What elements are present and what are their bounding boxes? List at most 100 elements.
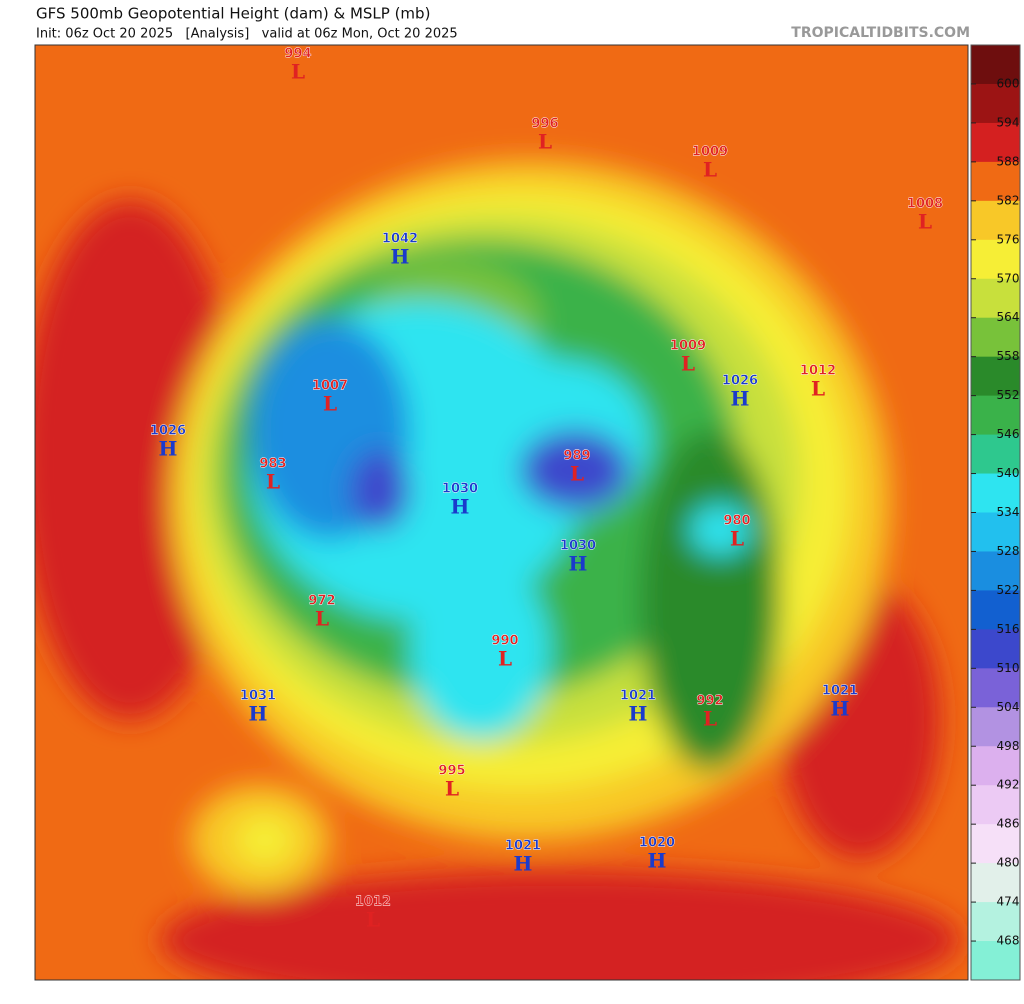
- site-credit: TROPICALTIDBITS.COM: [791, 25, 970, 41]
- center-symbol: H: [451, 495, 470, 519]
- colorbar-swatch: [971, 317, 1020, 358]
- center-symbol: L: [266, 470, 280, 494]
- center-symbol: L: [498, 647, 512, 671]
- colorbar-swatch: [971, 395, 1020, 436]
- center-value: 990: [491, 634, 518, 649]
- colorbar: 600 594 588 582 576 570 564 558 552 546 540 534 528 5…: [970, 44, 1021, 981]
- colorbar-label: 588: [997, 154, 1020, 168]
- center-symbol: L: [291, 60, 305, 84]
- colorbar-label: 492: [997, 778, 1020, 792]
- center-symbol: H: [629, 702, 648, 726]
- center-value: 1031: [240, 689, 276, 704]
- center-symbol: H: [569, 552, 588, 576]
- colorbar-label: 540: [997, 466, 1020, 480]
- center-value: 1030: [442, 482, 478, 497]
- center-symbol: L: [323, 392, 337, 416]
- center-value: 996: [531, 117, 558, 132]
- center-value: 1012: [355, 895, 391, 910]
- center-symbol: L: [811, 377, 825, 401]
- colorbar-swatch: [971, 668, 1020, 708]
- center-symbol: H: [249, 702, 268, 726]
- center-symbol: L: [918, 210, 932, 234]
- center-symbol: L: [703, 707, 717, 731]
- center-value: 1020: [639, 836, 675, 851]
- colorbar-swatch: [971, 278, 1020, 319]
- colorbar-label: 552: [997, 388, 1020, 402]
- center-value: 980: [723, 514, 750, 529]
- colorbar-swatch: [971, 902, 1020, 942]
- center-value: 972: [308, 594, 335, 609]
- colorbar-label: 504: [997, 700, 1020, 714]
- center-value: 1009: [692, 145, 728, 160]
- center-symbol: H: [391, 245, 410, 269]
- colorbar-label: 582: [997, 193, 1020, 207]
- center-symbol: L: [315, 607, 329, 631]
- colorbar-label: 594: [997, 115, 1020, 129]
- colorbar-swatch: [971, 239, 1020, 280]
- center-value: 1026: [150, 424, 186, 439]
- center-value: 1021: [620, 689, 656, 704]
- center-value: 1009: [670, 339, 706, 354]
- colorbar-label: 468: [997, 934, 1020, 948]
- colorbar-label: 516: [997, 622, 1020, 636]
- colorbar-swatch: [971, 512, 1020, 552]
- colorbar-swatch: [971, 161, 1020, 202]
- colorbar-swatch: [971, 200, 1020, 241]
- colorbar-swatch: [971, 356, 1020, 397]
- colorbar-label: 558: [997, 349, 1020, 363]
- colorbar-label: 576: [997, 232, 1020, 246]
- colorbar-label: 510: [997, 661, 1020, 675]
- center-value: 1030: [560, 539, 596, 554]
- center-symbol: H: [514, 852, 533, 876]
- map-field: [35, 45, 968, 980]
- colorbar-label: 600: [997, 76, 1020, 90]
- colorbar-swatch: [971, 45, 1020, 85]
- center-symbol: L: [703, 158, 717, 182]
- center-symbol: L: [366, 908, 380, 932]
- colorbar-swatch: [971, 785, 1020, 825]
- center-value: 1021: [505, 839, 541, 854]
- colorbar-swatch: [971, 83, 1020, 124]
- center-symbol: H: [731, 387, 750, 411]
- colorbar-swatch: [971, 473, 1020, 513]
- center-value: 1012: [800, 364, 836, 379]
- center-symbol: L: [445, 777, 459, 801]
- colorbar-label: 570: [997, 271, 1020, 285]
- colorbar-swatch: [971, 629, 1020, 669]
- center-symbol: H: [648, 849, 667, 873]
- colorbar-swatch: [971, 863, 1020, 903]
- colorbar-label: 480: [997, 856, 1020, 870]
- center-value: 1007: [312, 379, 348, 394]
- center-value: 995: [438, 764, 465, 779]
- colorbar-label: 546: [997, 427, 1020, 441]
- colorbar-label: 474: [997, 895, 1020, 909]
- colorbar-label: 498: [997, 739, 1020, 753]
- colorbar-swatch: [971, 551, 1020, 591]
- colorbar-label: 522: [997, 583, 1020, 597]
- center-symbol: L: [538, 130, 552, 154]
- map-subtitle: Init: 06z Oct 20 2025 [Analysis] valid a…: [36, 27, 458, 42]
- colorbar-swatch: [971, 941, 1020, 981]
- center-symbol: L: [681, 352, 695, 376]
- center-value: 989: [563, 449, 590, 464]
- center-value: 1021: [822, 684, 858, 699]
- map-frame: [34, 44, 969, 981]
- center-symbol: L: [570, 462, 584, 486]
- map-title: GFS 500mb Geopotential Height (dam) & MS…: [36, 5, 430, 23]
- colorbar-label: 564: [997, 310, 1020, 324]
- colorbar-swatch: [971, 746, 1020, 786]
- colorbar-label: 486: [997, 817, 1020, 831]
- center-symbol: H: [159, 437, 178, 461]
- colorbar-label: 528: [997, 544, 1020, 558]
- colorbar-label: 534: [997, 505, 1020, 519]
- center-value: 1042: [382, 232, 418, 247]
- center-value: 994: [284, 47, 311, 62]
- colorbar-swatch: [971, 434, 1020, 475]
- center-value: 1008: [907, 197, 943, 212]
- center-value: 1026: [722, 374, 758, 389]
- colorbar-swatch: [971, 824, 1020, 864]
- center-value: 983: [259, 457, 286, 472]
- colorbar-swatch: [971, 122, 1020, 163]
